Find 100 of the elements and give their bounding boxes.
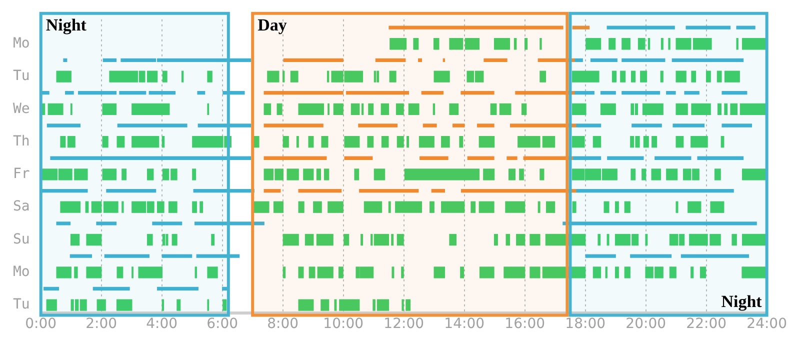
bar [132,103,170,115]
bar [380,103,390,115]
bar [620,70,626,82]
bar [676,38,692,50]
bar [264,103,272,115]
bar [688,201,702,213]
bar [660,38,664,50]
bar [361,103,364,115]
bar [652,136,658,148]
bar [676,103,688,115]
bar [691,103,711,115]
bar [660,70,664,82]
y-tick-label: Tu [13,296,30,313]
bar [460,266,464,278]
bar [374,70,376,82]
bar [360,234,364,246]
x-tick-label: 16:00 [504,316,546,332]
bar [521,103,527,115]
x-tick-label: 22:00 [686,316,727,332]
bar [494,234,498,246]
bar [691,70,696,82]
bar [320,299,330,311]
bar [441,136,450,148]
bar [364,201,382,213]
bar [524,38,528,50]
bar [254,201,270,213]
bar [643,136,649,148]
bar [692,38,712,50]
bar [207,70,212,82]
band-label: Night [46,15,87,34]
bar [298,266,304,278]
bar [344,234,350,246]
bar [192,168,196,180]
bar [592,136,602,148]
bar [724,70,740,82]
y-tick-label: We [13,100,30,117]
bar [478,136,495,148]
bar [630,168,636,180]
bar [732,234,737,246]
x-tick-label: 10:00 [323,316,364,332]
bar [586,38,602,50]
bar [730,103,738,115]
bar [742,266,767,278]
bar [324,168,330,180]
bar [612,70,617,82]
bar [418,136,434,148]
bar [132,136,160,148]
bar [634,103,638,115]
x-tick-label: 0:00 [25,316,57,332]
bar [622,38,630,50]
bar [392,266,394,278]
bar [388,201,391,213]
bar [200,201,204,213]
bar [645,234,648,246]
bar [640,70,648,82]
bar [162,70,168,82]
bar [308,136,314,148]
bar [638,38,646,50]
bar [374,168,386,180]
bar [296,136,299,148]
bar [316,234,334,246]
band-label: Day [258,15,288,34]
bar [572,201,576,213]
y-tick-label: Sa [13,198,30,215]
bar [321,136,328,148]
bar [449,234,457,246]
bar [518,136,540,148]
bar [608,38,616,50]
bar [147,168,154,180]
bar [669,266,676,278]
bar [717,103,722,115]
bar [326,70,330,82]
bar [376,70,380,82]
x-tick-label: 14:00 [444,316,485,332]
y-tick-label: Mo [13,264,30,280]
y-tick-label: Mo [13,36,30,52]
bar [290,70,298,82]
bar [96,299,106,311]
bar [181,70,184,82]
bar [406,299,411,311]
bar [519,168,524,180]
bar [742,168,767,180]
bar [598,234,600,246]
bar [714,168,721,180]
bar [542,136,556,148]
bar [156,201,164,213]
bar [700,266,706,278]
bar [432,103,436,115]
bar [282,136,289,148]
bar [286,168,299,180]
y-tick-label: Su [13,231,30,248]
bar [494,38,510,50]
x-tick-label: 20:00 [626,316,666,332]
bar [391,234,394,246]
bar [724,103,728,115]
bar [716,70,722,82]
bar [122,168,126,180]
bar [540,70,546,82]
bar [530,234,540,246]
bar [676,70,686,82]
